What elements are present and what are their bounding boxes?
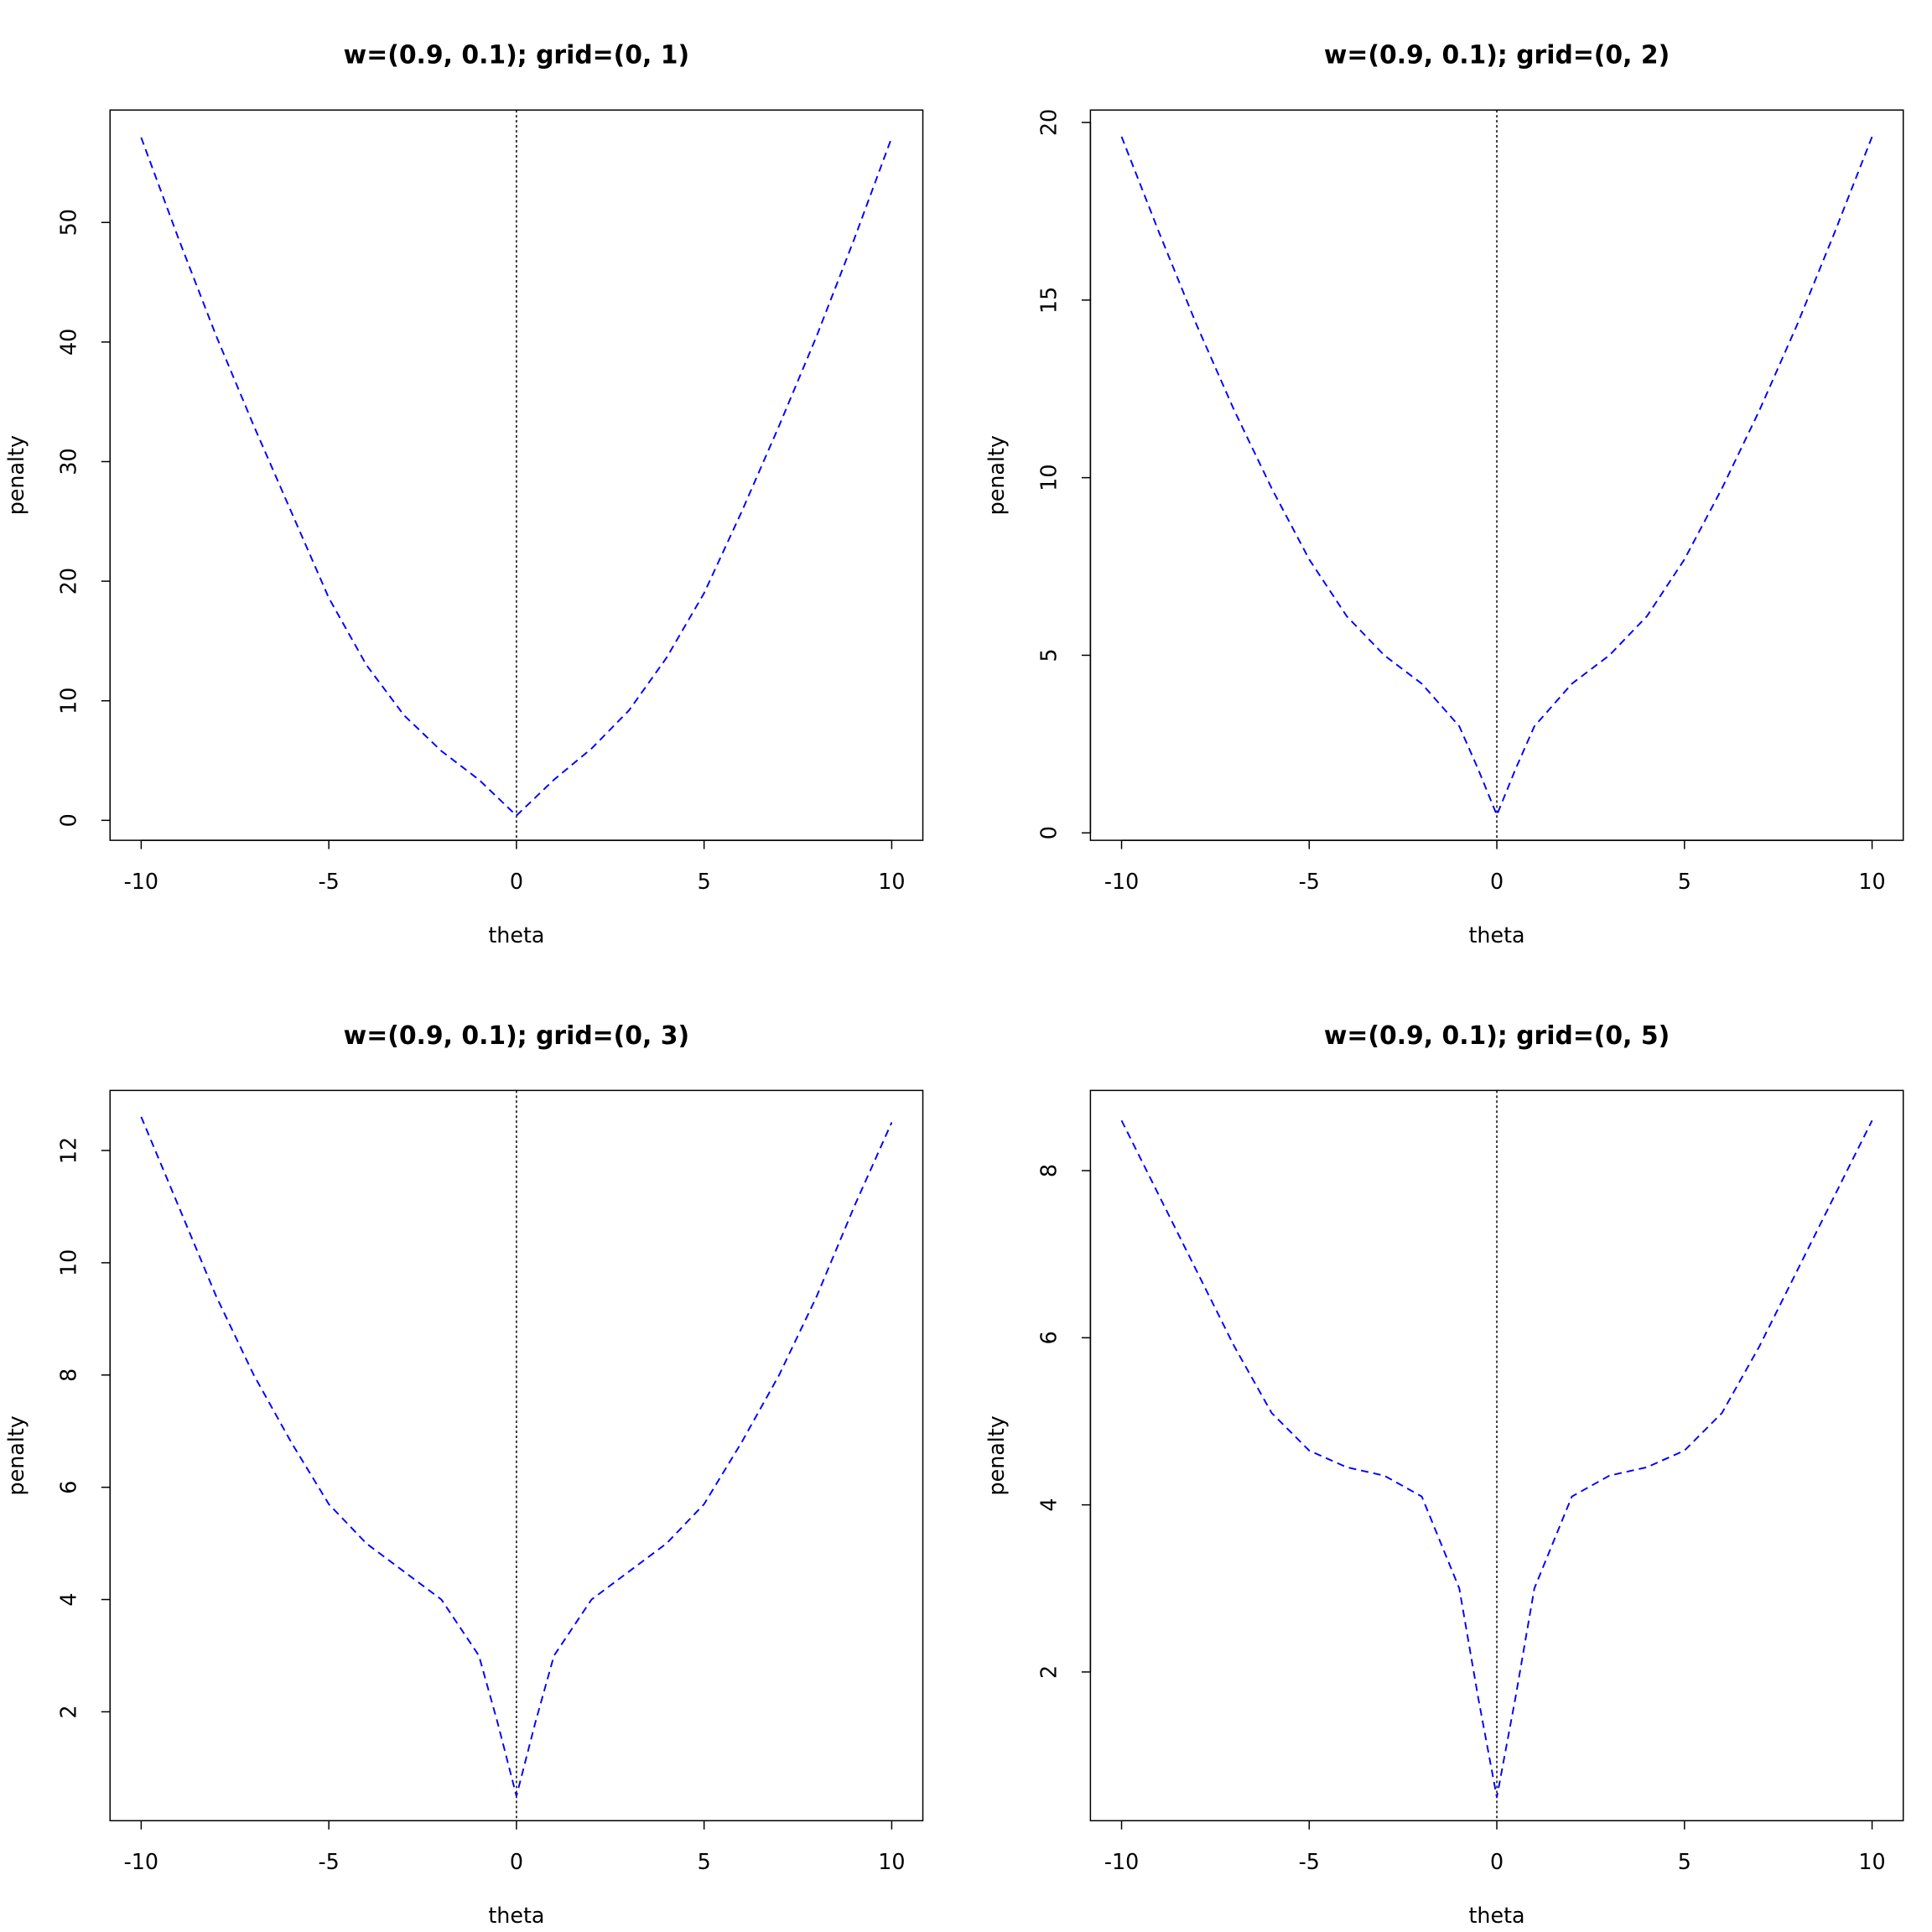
chart-title: w=(0.9, 0.1); grid=(0, 3) — [344, 1021, 689, 1051]
y-tick-label: 8 — [56, 1368, 81, 1382]
y-tick-label: 8 — [1036, 1164, 1062, 1177]
y-tick-label: 10 — [56, 1249, 81, 1276]
y-tick-label: 10 — [1036, 465, 1062, 491]
x-tick-label: 5 — [698, 1849, 711, 1874]
y-tick-label: 0 — [1036, 826, 1062, 839]
penalty-line — [140, 1116, 893, 1797]
x-axis-label: theta — [1469, 1903, 1525, 1928]
y-tick-label: 2 — [56, 1705, 81, 1718]
chart-title: w=(0.9, 0.1); grid=(0, 5) — [1324, 1021, 1670, 1051]
y-axis-label: penalty — [3, 1415, 29, 1495]
y-tick-label: 30 — [56, 448, 81, 475]
y-tick-label: 6 — [1036, 1331, 1062, 1344]
x-tick-label: 5 — [1678, 1849, 1691, 1874]
x-tick-label: 0 — [1490, 1849, 1504, 1874]
x-tick-label: -10 — [1104, 869, 1139, 894]
y-tick-label: 15 — [1036, 287, 1062, 314]
x-tick-label: -10 — [124, 1849, 158, 1874]
x-tick-label: 5 — [1678, 869, 1691, 894]
y-tick-label: 6 — [56, 1481, 81, 1494]
x-tick-label: 10 — [1858, 1849, 1885, 1874]
x-tick-label: -10 — [1104, 1849, 1139, 1874]
y-tick-label: 40 — [56, 329, 81, 356]
x-axis-label: theta — [488, 922, 544, 948]
y-axis-label: penalty — [984, 1415, 1009, 1495]
x-axis-label: theta — [488, 1903, 544, 1928]
y-tick-label: 0 — [56, 813, 81, 827]
x-tick-label: 5 — [698, 869, 711, 894]
y-tick-label: 5 — [1036, 648, 1062, 662]
x-tick-label: -5 — [1299, 869, 1320, 894]
x-tick-label: 0 — [510, 1849, 523, 1874]
x-tick-label: -5 — [318, 1849, 339, 1874]
penalty-line — [1120, 136, 1873, 818]
x-axis-label: theta — [1469, 922, 1525, 948]
x-tick-label: 0 — [1490, 869, 1504, 894]
y-tick-label: 50 — [56, 209, 81, 236]
x-tick-label: 10 — [878, 869, 905, 894]
x-tick-label: -5 — [318, 869, 339, 894]
x-tick-label: -10 — [124, 869, 158, 894]
y-tick-label: 4 — [56, 1592, 81, 1606]
y-tick-label: 4 — [1036, 1498, 1062, 1512]
penalty-line — [140, 137, 893, 817]
y-axis-label: penalty — [3, 435, 29, 515]
chart-title: w=(0.9, 0.1); grid=(0, 2) — [1324, 41, 1670, 70]
y-axis-label: penalty — [984, 435, 1009, 515]
y-tick-label: 20 — [1036, 109, 1062, 136]
x-tick-label: -5 — [1299, 1849, 1320, 1874]
y-tick-label: 20 — [56, 568, 81, 595]
x-tick-label: 0 — [510, 869, 523, 894]
chart-title: w=(0.9, 0.1); grid=(0, 1) — [344, 41, 689, 70]
x-tick-label: 10 — [878, 1849, 905, 1874]
y-tick-label: 2 — [1036, 1665, 1062, 1679]
y-tick-label: 12 — [56, 1137, 81, 1164]
x-tick-label: 10 — [1858, 869, 1885, 894]
y-tick-label: 10 — [56, 688, 81, 714]
penalty-line — [1120, 1119, 1873, 1798]
